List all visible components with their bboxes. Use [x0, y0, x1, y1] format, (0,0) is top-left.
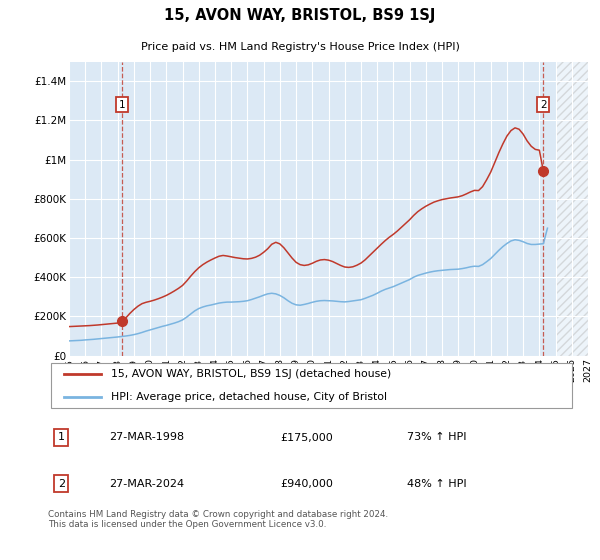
- Text: £940,000: £940,000: [280, 479, 333, 489]
- Text: £175,000: £175,000: [280, 432, 333, 442]
- Text: 27-MAR-2024: 27-MAR-2024: [109, 479, 184, 489]
- Text: 15, AVON WAY, BRISTOL, BS9 1SJ (detached house): 15, AVON WAY, BRISTOL, BS9 1SJ (detached…: [112, 369, 392, 379]
- Text: Price paid vs. HM Land Registry's House Price Index (HPI): Price paid vs. HM Land Registry's House …: [140, 42, 460, 52]
- Text: Contains HM Land Registry data © Crown copyright and database right 2024.
This d: Contains HM Land Registry data © Crown c…: [48, 510, 388, 529]
- Text: 73% ↑ HPI: 73% ↑ HPI: [407, 432, 467, 442]
- Text: 1: 1: [58, 432, 65, 442]
- Text: 27-MAR-1998: 27-MAR-1998: [109, 432, 184, 442]
- Text: 48% ↑ HPI: 48% ↑ HPI: [407, 479, 467, 489]
- Text: 15, AVON WAY, BRISTOL, BS9 1SJ: 15, AVON WAY, BRISTOL, BS9 1SJ: [164, 8, 436, 24]
- Text: HPI: Average price, detached house, City of Bristol: HPI: Average price, detached house, City…: [112, 391, 388, 402]
- Text: 2: 2: [540, 100, 547, 110]
- Text: 1: 1: [118, 100, 125, 110]
- Text: 2: 2: [58, 479, 65, 489]
- Bar: [556, 62, 588, 356]
- FancyBboxPatch shape: [50, 363, 572, 408]
